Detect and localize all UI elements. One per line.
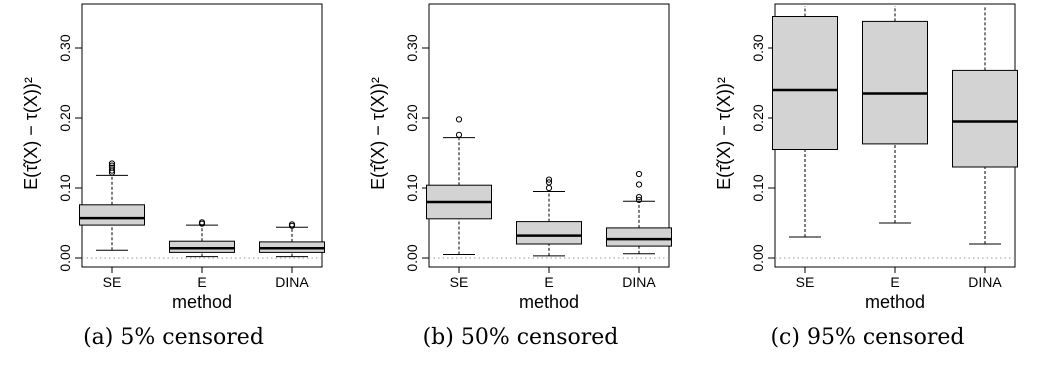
box-SE (772, 6, 838, 238)
iqr-box (169, 240, 235, 253)
iqr-box (772, 16, 838, 150)
x-tick-label: E (544, 274, 553, 290)
outlier-point (635, 170, 643, 178)
outlier-point (635, 196, 643, 203)
outlier-point (108, 160, 116, 167)
caption-a: (a) 5% censored (83, 325, 264, 350)
iqr-box (862, 20, 928, 145)
x-tick-label: SE (796, 274, 815, 290)
y-tick-label: 0.10 (404, 174, 420, 201)
box-E (516, 176, 582, 257)
outlier-point (288, 221, 296, 228)
caption-b: (b) 50% censored (422, 325, 619, 350)
box-DINA (259, 221, 325, 258)
panel-2: 0.00 0.10 0.20 0.30 E(τ̂(X) − τ(X))² SE E DINA m… (714, 3, 1018, 312)
outlier-point (108, 164, 116, 171)
outlier-point (198, 219, 206, 226)
y-tick-label: 0.10 (750, 174, 766, 201)
y-tick-label: 0.20 (750, 104, 766, 131)
panel-1: 0.00 0.10 0.20 0.30 E(τ̂(X) − τ(X))² SE E DINA m… (368, 3, 672, 312)
y-tick-label: 0.00 (57, 244, 73, 271)
y-axis-label: E(τ̂(X) − τ(X))² (368, 77, 388, 190)
y-tick-label: 0.30 (404, 34, 420, 61)
box-E (169, 219, 235, 258)
box-DINA (606, 170, 672, 255)
panel-0: 0.00 0.10 0.20 0.30 E(τ̂(X) − τ(X))² SE E DINA m… (21, 3, 325, 312)
x-tick-label: SE (103, 274, 122, 290)
box-DINA (952, 6, 1018, 245)
y-tick-label: 0.30 (57, 34, 73, 61)
outlier-point (545, 176, 553, 183)
y-tick-label: 0.20 (404, 104, 420, 131)
x-tick-label: DINA (622, 274, 656, 290)
y-tick-label: 0.00 (404, 244, 420, 271)
x-tick-label: SE (450, 274, 469, 290)
iqr-box (516, 221, 582, 245)
caption-c: (c) 95% censored (770, 325, 965, 350)
y-tick-label: 0.10 (57, 174, 73, 201)
outlier-point (545, 184, 553, 192)
x-axis-label: method (865, 292, 925, 312)
iqr-box (79, 204, 145, 226)
x-tick-label: E (890, 274, 899, 290)
y-tick-label: 0.00 (750, 244, 766, 271)
box-E (862, 6, 928, 224)
outlier-point (635, 181, 643, 188)
iqr-box (952, 69, 1018, 168)
x-tick-label: E (197, 274, 206, 290)
x-axis-label: method (172, 292, 232, 312)
x-tick-label: DINA (275, 274, 309, 290)
x-tick-label: DINA (968, 274, 1002, 290)
outlier-point (108, 162, 116, 169)
box-SE (426, 116, 492, 255)
x-axis-label: method (519, 292, 579, 312)
box-SE (79, 160, 145, 251)
y-axis-label: E(τ̂(X) − τ(X))² (714, 77, 734, 190)
outlier-point (545, 179, 553, 186)
iqr-box (606, 227, 672, 247)
y-axis-label: E(τ̂(X) − τ(X))² (21, 77, 41, 190)
y-tick-label: 0.20 (57, 104, 73, 131)
y-tick-label: 0.30 (750, 34, 766, 61)
outlier-point (455, 131, 463, 138)
outlier-point (635, 194, 643, 201)
outlier-point (455, 116, 463, 123)
